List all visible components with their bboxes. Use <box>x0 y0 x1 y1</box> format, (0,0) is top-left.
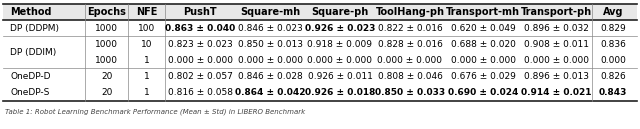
Text: 1000: 1000 <box>95 56 118 65</box>
Text: Table 1: Robot Learning Benchmark Performance (Mean ± Std) in LIBERO Benchmark: Table 1: Robot Learning Benchmark Perfor… <box>5 108 305 115</box>
Text: 0.836: 0.836 <box>600 40 626 49</box>
Text: 0.850 ± 0.033: 0.850 ± 0.033 <box>375 88 445 97</box>
Text: Square-mh: Square-mh <box>240 7 300 17</box>
Text: 0.823 ± 0.023: 0.823 ± 0.023 <box>168 40 232 49</box>
Text: 0.000 ± 0.000: 0.000 ± 0.000 <box>378 56 442 65</box>
Text: 1000: 1000 <box>95 40 118 49</box>
Text: 10: 10 <box>141 40 152 49</box>
Text: DP (DDPM): DP (DDPM) <box>10 24 60 33</box>
Text: 0.850 ± 0.013: 0.850 ± 0.013 <box>237 40 303 49</box>
Text: 0.863 ± 0.040: 0.863 ± 0.040 <box>165 24 235 33</box>
Text: PushT: PushT <box>183 7 217 17</box>
Text: 0.816 ± 0.058: 0.816 ± 0.058 <box>168 88 232 97</box>
Text: 1: 1 <box>144 88 150 97</box>
Text: 0.846 ± 0.028: 0.846 ± 0.028 <box>237 72 302 81</box>
Text: 0.620 ± 0.049: 0.620 ± 0.049 <box>451 24 516 33</box>
Text: 0.864 ± 0.042: 0.864 ± 0.042 <box>235 88 305 97</box>
Text: 0.828 ± 0.016: 0.828 ± 0.016 <box>378 40 442 49</box>
Text: 0.000 ± 0.000: 0.000 ± 0.000 <box>168 56 232 65</box>
Text: 0.846 ± 0.023: 0.846 ± 0.023 <box>237 24 302 33</box>
Text: 0.000: 0.000 <box>600 56 626 65</box>
Text: 0.808 ± 0.046: 0.808 ± 0.046 <box>378 72 442 81</box>
Text: Transport-ph: Transport-ph <box>521 7 592 17</box>
Text: 0.676 ± 0.029: 0.676 ± 0.029 <box>451 72 516 81</box>
Text: 0.926 ± 0.018: 0.926 ± 0.018 <box>305 88 375 97</box>
Text: 0.914 ± 0.021: 0.914 ± 0.021 <box>522 88 592 97</box>
Text: 20: 20 <box>101 88 113 97</box>
Text: 0.822 ± 0.016: 0.822 ± 0.016 <box>378 24 442 33</box>
Text: 0.000 ± 0.000: 0.000 ± 0.000 <box>524 56 589 65</box>
Text: 0.802 ± 0.057: 0.802 ± 0.057 <box>168 72 232 81</box>
Text: 1: 1 <box>144 56 150 65</box>
Text: 0.896 ± 0.013: 0.896 ± 0.013 <box>524 72 589 81</box>
Text: 0.000 ± 0.000: 0.000 ± 0.000 <box>307 56 372 65</box>
Text: Square-ph: Square-ph <box>312 7 369 17</box>
Text: 0.688 ± 0.020: 0.688 ± 0.020 <box>451 40 516 49</box>
Text: 0.926 ± 0.011: 0.926 ± 0.011 <box>308 72 372 81</box>
Text: 0.843: 0.843 <box>599 88 627 97</box>
Text: 0.826: 0.826 <box>600 72 626 81</box>
Text: OneDP-S: OneDP-S <box>10 88 50 97</box>
Bar <box>3 4 637 20</box>
Text: 0.690 ± 0.024: 0.690 ± 0.024 <box>448 88 518 97</box>
Text: 0.000 ± 0.000: 0.000 ± 0.000 <box>451 56 516 65</box>
Text: 1000: 1000 <box>95 24 118 33</box>
Text: Epochs: Epochs <box>87 7 126 17</box>
Text: 0.918 ± 0.009: 0.918 ± 0.009 <box>307 40 372 49</box>
Text: OneDP-D: OneDP-D <box>10 72 51 81</box>
Text: 0.908 ± 0.011: 0.908 ± 0.011 <box>524 40 589 49</box>
Text: 0.896 ± 0.032: 0.896 ± 0.032 <box>524 24 589 33</box>
Text: Method: Method <box>10 7 52 17</box>
Text: 1: 1 <box>144 72 150 81</box>
Text: 0.926 ± 0.023: 0.926 ± 0.023 <box>305 24 375 33</box>
Text: 0.000 ± 0.000: 0.000 ± 0.000 <box>237 56 303 65</box>
Text: 0.829: 0.829 <box>600 24 626 33</box>
Text: 100: 100 <box>138 24 156 33</box>
Text: NFE: NFE <box>136 7 157 17</box>
Text: DP (DDIM): DP (DDIM) <box>10 48 56 57</box>
Text: Transport-mh: Transport-mh <box>446 7 520 17</box>
Text: ToolHang-ph: ToolHang-ph <box>376 7 444 17</box>
Text: 20: 20 <box>101 72 113 81</box>
Text: Avg: Avg <box>603 7 623 17</box>
